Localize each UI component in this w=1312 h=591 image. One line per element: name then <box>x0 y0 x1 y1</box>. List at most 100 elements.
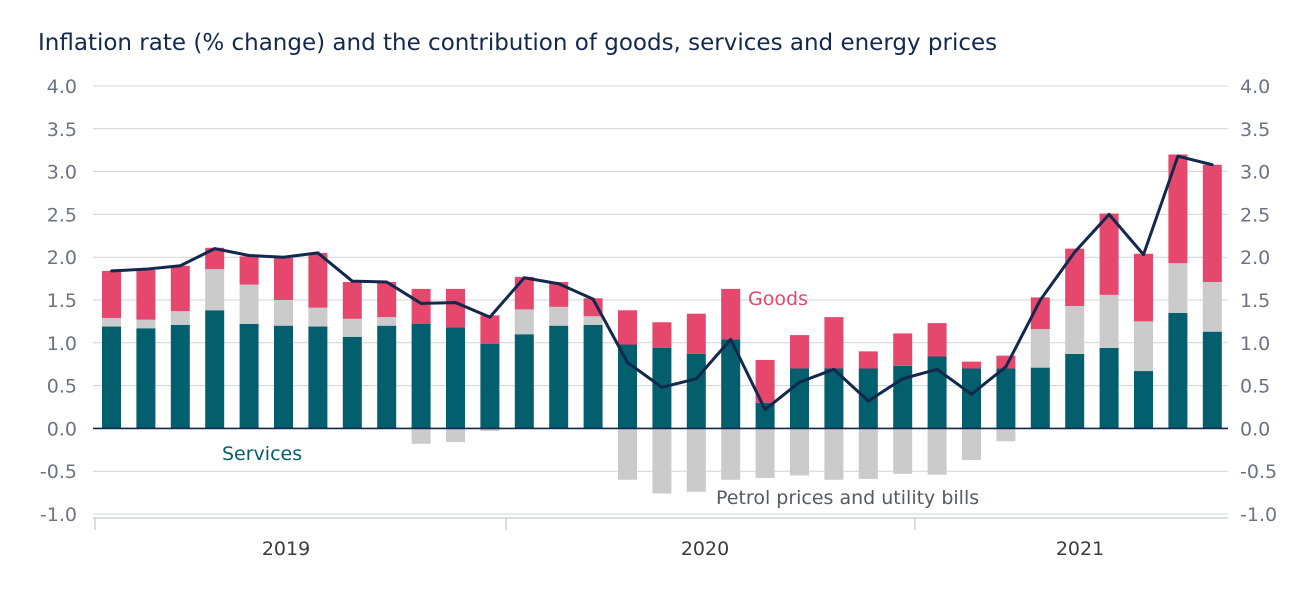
inflation-point <box>1038 298 1042 302</box>
inflation-point <box>110 269 113 273</box>
bar-energy <box>102 317 121 327</box>
bar-goods <box>136 270 156 320</box>
bar-energy <box>755 428 775 479</box>
bar-energy <box>790 428 809 476</box>
bar-services <box>102 326 121 429</box>
bar-goods <box>755 359 775 403</box>
bar-services <box>342 336 362 429</box>
y-axis-right: -1.0 -0.5 0.0 0.5 1.0 1.5 2.0 2.5 3.0 3.5 4.0 <box>1240 76 1277 526</box>
inflation-point <box>522 276 526 280</box>
bar-energy <box>274 300 293 326</box>
bar-energy <box>962 428 981 461</box>
x-axis: 2019 2020 2021 <box>93 517 1228 560</box>
bar-goods <box>239 256 259 285</box>
y-tick-label-right: 2.5 <box>1240 204 1270 226</box>
bar-energy <box>1065 305 1085 354</box>
bar-energy <box>721 428 741 480</box>
inflation-point <box>798 380 801 384</box>
bar-energy <box>205 269 225 311</box>
inflation-point <box>1142 253 1145 257</box>
y-tick-label-right: 4.0 <box>1240 76 1270 98</box>
y-tick-label-left: 3.5 <box>47 119 77 141</box>
bar-energy <box>411 428 431 444</box>
bar-energy <box>239 284 259 324</box>
y-tick-label-left: -0.5 <box>40 461 77 483</box>
chart-title: Inflation rate (% change) and the contri… <box>38 30 998 56</box>
inflation-point <box>1176 154 1180 158</box>
bar-goods <box>377 282 397 318</box>
bar-services <box>480 343 500 429</box>
bar-services <box>308 326 328 429</box>
bar-services <box>1030 367 1050 429</box>
bar-energy <box>893 428 913 474</box>
bar-goods <box>721 288 741 340</box>
bar-services <box>721 339 741 429</box>
bar-energy <box>549 306 569 326</box>
bar-services <box>170 324 190 429</box>
y-tick-label-left: 3.0 <box>47 162 77 184</box>
bar-goods <box>549 282 569 307</box>
bar-energy <box>1202 282 1222 332</box>
y-tick-label-right: -0.5 <box>1240 461 1277 483</box>
inflation-point <box>454 301 457 304</box>
bar-goods <box>686 313 706 354</box>
y-tick-label-left: 0.5 <box>47 376 77 398</box>
inflation-point <box>763 408 767 411</box>
annotation-services: Services <box>222 443 302 465</box>
inflation-point <box>591 297 595 301</box>
x-tick-label: 2019 <box>262 538 310 560</box>
bar-energy <box>170 311 190 325</box>
y-tick-label-right: 0.0 <box>1240 418 1270 440</box>
bar-energy <box>377 317 397 326</box>
y-tick-label-right: 3.0 <box>1240 162 1270 184</box>
inflation-point <box>832 367 836 371</box>
inflation-point <box>282 255 285 259</box>
inflation-point <box>970 392 973 396</box>
bar-goods <box>274 258 293 300</box>
inflation-point <box>178 264 182 268</box>
inflation-point <box>694 377 698 381</box>
bar-services <box>446 327 465 429</box>
bar-services <box>239 323 259 429</box>
y-tick-label-right: 1.0 <box>1240 333 1270 355</box>
inflation-point <box>866 399 870 403</box>
bar-services <box>962 368 981 429</box>
inflation-point <box>1004 365 1008 369</box>
bar-goods <box>1030 297 1050 330</box>
bar-goods <box>824 317 844 369</box>
bar-energy <box>1134 321 1153 372</box>
bar-goods <box>583 298 603 317</box>
inflation-point <box>935 367 939 371</box>
bar-energy <box>618 428 637 480</box>
bar-services <box>411 323 431 429</box>
x-tick-label: 2021 <box>1056 538 1104 560</box>
bar-services <box>1202 331 1222 429</box>
inflation-point <box>316 251 320 255</box>
bar-energy <box>1168 263 1188 313</box>
bar-goods <box>962 361 981 369</box>
bar-services <box>893 365 913 429</box>
y-tick-label-left: 2.5 <box>47 204 77 226</box>
bar-energy <box>1099 294 1119 348</box>
bar-goods <box>480 315 500 344</box>
bar-goods <box>1168 154 1188 264</box>
bar-energy <box>686 428 706 492</box>
y-tick-label-right: 0.5 <box>1240 376 1270 398</box>
bar-goods <box>342 282 362 319</box>
inflation-point <box>350 279 354 283</box>
bar-energy <box>446 428 465 443</box>
inflation-point <box>557 282 561 286</box>
inflation-point <box>1210 163 1214 167</box>
bar-goods <box>308 252 328 308</box>
bar-goods <box>893 333 913 366</box>
inflation-point <box>385 280 389 284</box>
y-tick-label-right: 2.0 <box>1240 247 1270 269</box>
inflation-point <box>488 315 492 319</box>
inflation-point <box>144 267 148 271</box>
bar-services <box>514 334 534 429</box>
bar-services <box>686 353 706 429</box>
y-tick-label-right: 3.5 <box>1240 119 1270 141</box>
y-tick-label-left: 1.5 <box>47 290 77 312</box>
inflation-point <box>660 385 664 389</box>
bar-goods <box>858 351 878 369</box>
